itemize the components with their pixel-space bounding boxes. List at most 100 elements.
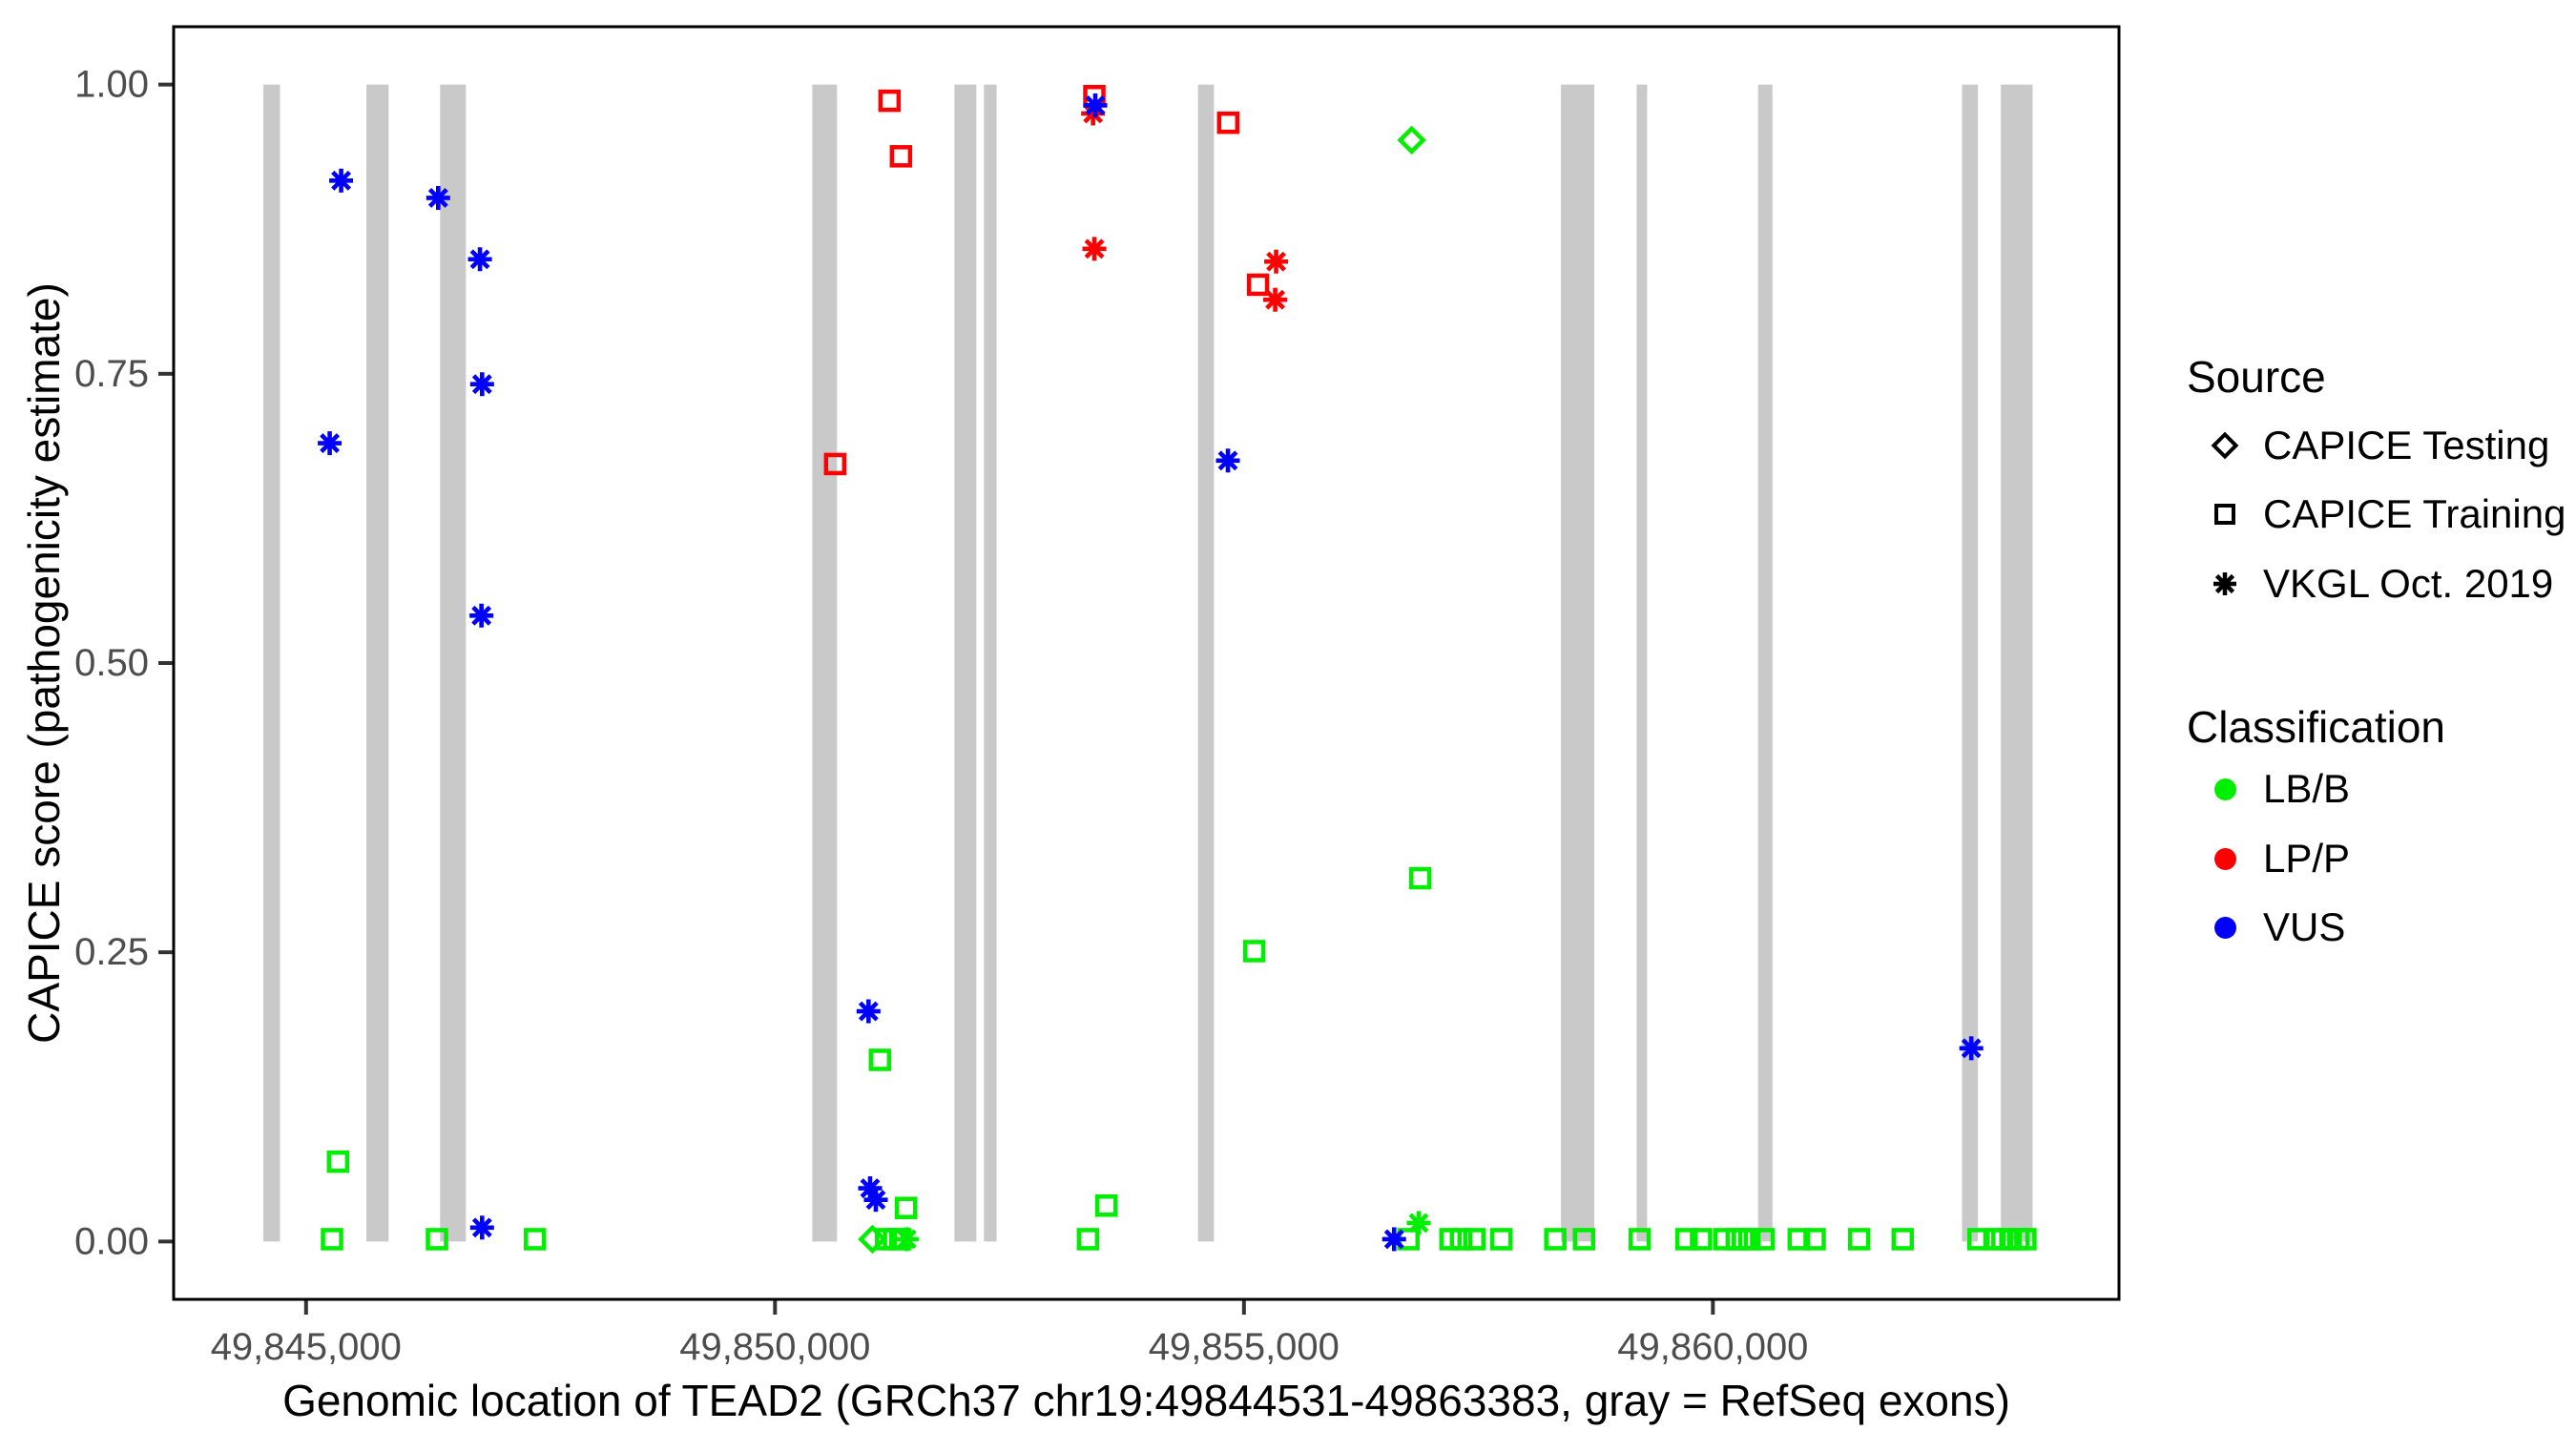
y-axis-tick-label: 0.50 [74,642,149,684]
exon-bar [440,84,467,1242]
lpp-color-dot-icon [2187,847,2263,870]
y-axis-tick-label: 0.75 [74,353,149,395]
data-point-asterisk [1263,287,1288,312]
data-point-square [1094,1194,1118,1217]
legend-classification-title: Classification [2187,702,2445,752]
data-point-asterisk [856,999,881,1024]
y-axis-tick-label: 0.00 [74,1220,149,1262]
data-point-asterisk [329,168,354,193]
data-point-asterisk [1083,93,1108,117]
data-point-square [1216,111,1240,135]
diamond-icon [2187,425,2263,467]
data-point-square [321,1228,343,1251]
axes: 0.00 0.25 0.50 0.75 1.00 49,845,000 49,850,000… [74,64,1808,1368]
data-point-asterisk [1381,1227,1406,1252]
data-point-diamond [1397,125,1426,156]
data-point-square [1752,1228,1776,1251]
legend-item-lbb: LB/B [2187,766,2351,811]
data-point-square [1489,1228,1513,1251]
data-point-asterisk [467,247,492,272]
data-point-square [1628,1228,1652,1251]
data-point-square [2014,1228,2037,1251]
exon-bar [1636,84,1648,1242]
exon-bar [366,84,389,1242]
data-point-square [823,452,847,476]
data-point-square [1246,273,1270,297]
legend-item-capice-training: CAPICE Training [2187,491,2566,536]
data-point-asterisk [863,1188,888,1213]
legend-item-label: CAPICE Testing [2263,423,2550,467]
data-point-square [1891,1228,1915,1251]
data-point-asterisk [894,1227,919,1252]
square-icon [2187,493,2263,535]
data-point-square [1713,1228,1736,1251]
legend-item-label: LB/B [2263,766,2351,811]
data-point-square [1725,1228,1749,1251]
data-point-square [1242,940,1266,963]
exon-bar [1757,84,1773,1242]
legend-item-label: LP/P [2263,836,2351,881]
data-point-square [1408,866,1432,890]
data-point-asterisk [1082,237,1107,261]
y-axis-tick-label: 1.00 [74,64,149,106]
x-axis-tick-label: 49,850,000 [679,1326,870,1368]
exon-bar [1962,84,1979,1242]
vus-color-dot-icon [2187,916,2263,939]
data-point-square [1449,1228,1473,1251]
refseq-exon-bars [263,84,2033,1242]
data-point-asterisk [1215,448,1240,473]
y-axis-tick-label: 0.25 [74,931,149,973]
data-point-square [1803,1228,1826,1251]
exon-bar [984,84,997,1242]
data-point-asterisk [1264,249,1289,274]
data-point-square [1732,1228,1755,1251]
exon-bar [263,84,280,1242]
data-point-square [523,1228,547,1251]
data-points [318,85,2037,1255]
data-point-asterisk [469,603,494,628]
data-point-square [1544,1228,1567,1251]
data-point-asterisk [426,185,450,210]
legend-item-vus: VUS [2187,904,2346,949]
asterisk-icon [2187,563,2263,605]
legend-source-title: Source [2187,352,2326,402]
data-point-square [894,1196,918,1219]
legend-item-label: CAPICE Training [2263,491,2566,536]
data-point-square [878,89,902,113]
exon-bar [1561,84,1595,1242]
x-axis-tick-label: 49,860,000 [1617,1326,1808,1368]
plot-panel-border [172,25,2121,1301]
legend-item-label: VUS [2263,904,2346,949]
data-point-square [1690,1228,1713,1251]
exon-bar [812,84,838,1242]
x-axis-title: Genomic location of TEAD2 (GRCh37 chr19:… [282,1376,2010,1425]
data-point-asterisk [318,431,343,456]
data-point-square [326,1150,350,1173]
data-point-square [1076,1228,1100,1251]
legend-item-vkgl: VKGL Oct. 2019 [2187,561,2554,606]
data-point-square [1572,1228,1596,1251]
data-point-square [868,1048,892,1071]
data-point-asterisk [469,372,494,397]
lbb-color-dot-icon [2187,778,2263,800]
x-axis-tick-label: 49,855,000 [1149,1326,1340,1368]
data-point-square [1674,1228,1698,1251]
x-axis-tick-label: 49,845,000 [211,1326,402,1368]
exon-bar [1197,84,1215,1242]
data-point-square [1463,1228,1486,1251]
y-axis-title: CAPICE score (pathogenicity estimate) [19,282,69,1044]
data-point-square [426,1228,448,1251]
exon-bar [2001,84,2033,1242]
data-point-square [1737,1228,1761,1251]
exon-bar [954,84,977,1242]
legend-item-label: VKGL Oct. 2019 [2263,561,2554,606]
data-point-asterisk [469,1215,494,1240]
legend-item-lpp: LP/P [2187,836,2351,881]
legend-item-capice-testing: CAPICE Testing [2187,423,2550,467]
data-point-square [1847,1228,1871,1251]
data-point-asterisk [1959,1036,1984,1061]
data-point-square [1787,1228,1811,1251]
data-point-square [889,145,913,168]
